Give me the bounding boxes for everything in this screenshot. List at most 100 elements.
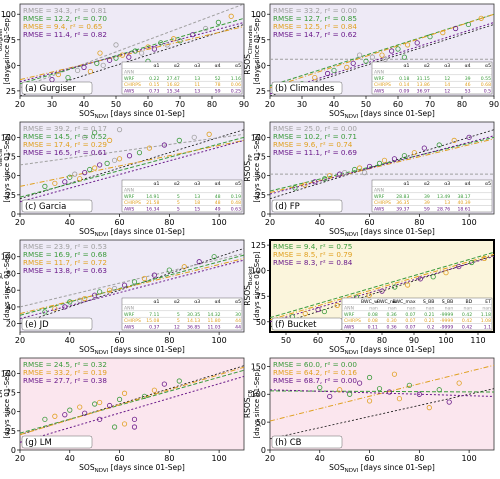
rmse-value: 10.2 [304,132,320,141]
x-tick-label: 50 [361,100,371,109]
param-table-cell: 48 [215,200,221,206]
data-point [191,134,197,140]
data-point [456,263,462,270]
param-table-header: α2 [174,181,180,187]
param-table-cell: 0.42 [462,318,472,324]
fit-line-chirps [20,366,244,436]
param-table-cell: -9999 [440,312,453,318]
param-table-cell: 0.63 [231,207,241,213]
y-axis-label-unit: [days since 01-Sep] [253,15,261,85]
param-table-cell: 0.36 [386,325,396,331]
data-point [356,380,363,386]
data-point [171,36,177,42]
rmse-value: 34.3 [54,6,70,15]
rmse-value: 9.4 [304,242,316,251]
data-point [379,52,385,58]
param-table-header: α2 [174,299,180,305]
data-point [131,416,138,422]
param-table-cell: 39 [424,200,430,206]
data-point [465,21,471,28]
plot-inner [20,4,244,96]
data-point [92,292,98,298]
data-point [386,389,393,395]
x-tick-label: 100 [211,454,226,463]
param-table-header: α4 [465,63,471,69]
rmse-value: 68.7 [304,376,320,385]
data-point [414,40,420,46]
y-tick-label: 50 [6,61,16,70]
data-point [324,70,331,77]
panel-label-text: (g) LM [25,438,52,448]
param-table-cell: WRF [124,312,135,318]
panel-7: 20 40 60 80 100 0 50 100 150 SOSNDVI [days since … [243,357,495,474]
param-table-header: S_BB [442,299,454,305]
param-table-cell: 0.42 [462,312,472,318]
rmse-value: 8.5 [304,250,315,259]
y-axis-label-unit: [days since 01-Sep] [253,251,261,321]
x-tick-label: 20 [15,336,25,345]
data-point [366,163,373,170]
data-point [161,142,167,148]
x-tick-label: 110 [470,336,485,345]
param-table-header: α1 [153,299,159,305]
data-point [416,391,422,397]
rmse-value: 13.8 [54,266,70,275]
fit-line-aws [20,139,244,203]
r2-value: 0.63 [91,266,107,275]
panel-label-box [21,435,93,449]
x-tick-label: 90 [489,100,499,109]
y-axis-label-main: RSOSBucket [243,265,254,305]
param-table-cell: 0.5 [484,89,491,95]
data-point [312,75,318,81]
rmse-value: 16.5 [54,148,70,157]
param-table-cell: 27.47 [167,76,180,82]
y-tick-label: 100 [251,10,266,19]
data-point [116,396,123,402]
y-tick-label: 50 [256,418,266,427]
data-point [322,176,328,182]
param-table-cell: 18.61 [457,207,470,213]
data-point [116,127,123,133]
data-point [366,292,372,298]
r2-value: 0.17 [91,124,107,133]
panel-label: (e) JD [21,317,93,331]
data-point [342,170,348,176]
data-point [75,67,81,74]
param-table-cell: 0.21 [424,318,434,324]
x-tick-label: 100 [211,336,226,345]
y-tick-label: 80 [6,269,16,278]
x-tick-label: 40 [315,218,325,227]
y-axis-label-main: RSOSLM [0,390,4,419]
param-table-cell: 44 [235,318,241,324]
param-table-box [341,297,493,331]
param-table-header: α3 [444,181,450,187]
param-table-cell: 52 [215,76,221,82]
data-point [92,130,98,136]
param-table-cell: nan [464,306,473,311]
param-table-header: α1 [403,63,409,69]
data-point [67,299,73,305]
fit-line-ann [20,133,244,166]
x-tick-label: 80 [207,100,217,109]
param-table-cell: 0.30 [386,318,396,324]
rmse-value: 23.9 [54,242,70,251]
y-axis-label-unit: [days since 01-Sep] [3,369,11,439]
param-table-cell: 15.08 [146,318,159,324]
x-tick-label: 40 [65,454,75,463]
r2-value: 0.71 [341,132,357,141]
y-tick-label: 0 [261,446,266,455]
param-table-cell: nan [426,306,435,311]
x-tick-label: 100 [211,218,226,227]
stat-line-ann: RMSE = 33.2, r² = 0.00 [273,6,357,15]
panel-label: (d) FP [271,199,343,213]
y-axis-label: RSOSBucket [days since 01-Sep] [243,251,261,321]
stat-line-chirps: RMSE = 8.5, r² = 0.79 [273,250,353,259]
param-table-cell: 14.13 [187,318,200,324]
param-table-cell: -9999 [440,325,453,331]
data-point [82,295,88,302]
y-tick-label: 100 [251,267,266,276]
x-tick-label: 90 [239,100,249,109]
data-point [67,174,73,180]
